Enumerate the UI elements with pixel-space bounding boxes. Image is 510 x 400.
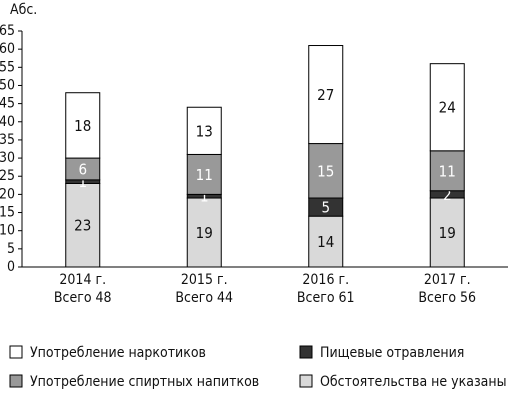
x-total-label: Всего 48: [54, 290, 112, 306]
bar-segment: [429, 63, 465, 152]
legend-swatch: [9, 345, 23, 359]
data-label: 19: [196, 224, 213, 242]
data-label: 24: [439, 99, 456, 117]
y-tick-label: 55: [0, 59, 15, 75]
y-tick-label: 20: [0, 186, 15, 202]
data-label: 13: [196, 122, 213, 140]
data-label: 1: [200, 188, 209, 206]
data-label: 14: [317, 233, 334, 251]
x-tick-label: 2014 г.: [59, 272, 106, 288]
data-label: 1: [78, 173, 87, 191]
y-tick-label: 5: [7, 241, 15, 257]
data-label: 19: [439, 224, 456, 242]
bar-segment: [308, 215, 344, 268]
bar-segment: [308, 45, 344, 145]
data-label: 2: [443, 186, 452, 204]
bar-segment: [429, 197, 465, 268]
x-total-label: Всего 44: [175, 290, 233, 306]
legend-label: Обстоятельства не указаны: [320, 374, 507, 390]
bar-segment: [65, 92, 101, 159]
bar-segment: [65, 182, 101, 268]
legend-swatch: [299, 345, 313, 359]
data-label: 18: [74, 117, 91, 135]
y-tick-label: 10: [0, 223, 15, 239]
bar-segment: [429, 150, 465, 192]
data-label: 27: [317, 86, 334, 104]
data-label: 11: [196, 166, 213, 184]
legend-swatch: [9, 374, 23, 388]
x-total-label: Всего 61: [297, 290, 355, 306]
data-label: 15: [317, 162, 334, 180]
bar-segment: [186, 106, 222, 155]
y-tick-label: 15: [0, 205, 15, 221]
y-tick-label: 45: [0, 96, 15, 112]
legend-label: Употребление наркотиков: [30, 345, 206, 361]
bar-segment: [308, 143, 344, 199]
y-tick-label: 65: [0, 23, 15, 39]
x-total-label: Всего 56: [418, 290, 476, 306]
legend-label: Употребление спиртных напитков: [30, 374, 259, 390]
y-axis-label: Абс.: [10, 2, 37, 18]
data-label: 23: [74, 217, 91, 235]
y-tick-label: 25: [0, 168, 15, 184]
y-tick-label: 30: [0, 150, 15, 166]
bar-segment: [186, 153, 222, 195]
legend-label: Пищевые отравления: [320, 345, 464, 361]
y-tick-label: 60: [0, 41, 15, 57]
legend-swatch: [299, 374, 313, 388]
y-tick-label: 40: [0, 114, 15, 130]
y-tick-label: 35: [0, 132, 15, 148]
y-tick-label: 50: [0, 77, 15, 93]
data-label: 5: [321, 199, 330, 217]
x-tick-label: 2015 г.: [181, 272, 228, 288]
data-label: 6: [78, 160, 87, 178]
data-label: 11: [439, 162, 456, 180]
x-tick-label: 2016 г.: [302, 272, 349, 288]
y-tick-label: 0: [7, 259, 15, 275]
x-tick-label: 2017 г.: [424, 272, 471, 288]
